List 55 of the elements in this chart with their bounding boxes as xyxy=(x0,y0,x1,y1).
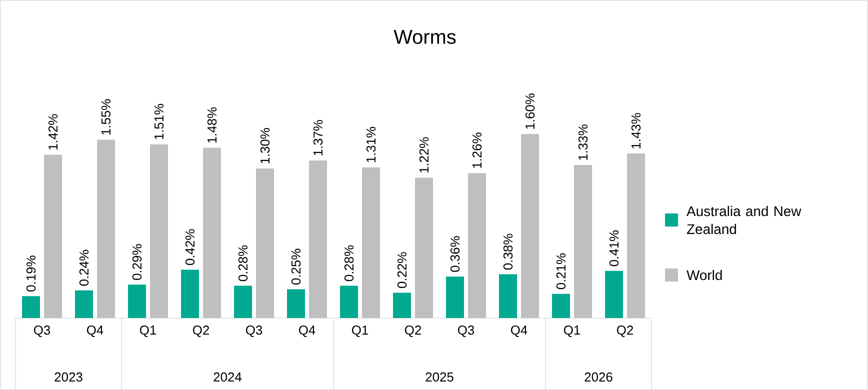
chart-title: Worms xyxy=(394,30,456,44)
data-label: 0.38% xyxy=(503,234,513,270)
data-label: 1.30% xyxy=(260,128,270,164)
data-label: 0.19% xyxy=(26,256,36,292)
data-label: 1.37% xyxy=(313,120,323,156)
text: 2026 xyxy=(584,372,612,382)
data-label: 1.55% xyxy=(101,99,111,135)
data-label: 1.51% xyxy=(154,104,164,140)
data-label: 1.31% xyxy=(366,126,376,162)
text: 2024 xyxy=(214,372,242,382)
x-tick-label: Q1 xyxy=(352,326,368,338)
data-label: 0.22% xyxy=(397,252,407,288)
bar xyxy=(499,274,518,318)
data-label: 0.28% xyxy=(238,245,248,282)
data-label: 1.22% xyxy=(419,137,429,173)
data-label: 0.21% xyxy=(556,253,566,290)
x-tick-label: Q3 xyxy=(246,326,262,338)
data-label: 0.41% xyxy=(609,230,619,266)
bar xyxy=(181,270,200,318)
x-tick-label: Q4 xyxy=(298,326,316,338)
data-label: 1.26% xyxy=(472,132,482,168)
x-tick-label: Q3 xyxy=(458,326,474,338)
data-label: 0.36% xyxy=(450,236,460,272)
legend-label: World xyxy=(686,270,722,280)
data-label: 0.29% xyxy=(132,244,142,280)
bar xyxy=(22,296,40,318)
bar xyxy=(340,286,358,318)
data-label: 1.43% xyxy=(631,113,641,148)
text: 2023 xyxy=(54,372,82,382)
bar xyxy=(128,284,146,318)
data-label: 0.24% xyxy=(79,250,89,286)
legend-label: Australia and New Zealand xyxy=(686,206,802,234)
text: 2025 xyxy=(426,372,454,382)
x-tick-label: Q4 xyxy=(510,326,528,338)
data-label: 1.42% xyxy=(48,114,58,150)
x-tick-label: Q3 xyxy=(34,326,50,338)
bar xyxy=(446,276,464,318)
bar xyxy=(234,286,252,318)
x-tick-label: Q2 xyxy=(192,326,209,338)
x-tick-label: Q2 xyxy=(404,326,421,338)
bar xyxy=(393,292,412,318)
x-tick-label: Q2 xyxy=(616,326,633,338)
data-label: 1.60% xyxy=(525,94,535,129)
data-label: 1.33% xyxy=(578,124,588,160)
data-label: 1.48% xyxy=(207,107,217,143)
x-tick-label: Q4 xyxy=(86,326,104,338)
bar xyxy=(287,289,306,318)
bar xyxy=(605,270,624,318)
bar xyxy=(552,294,570,318)
x-tick-label: Q1 xyxy=(140,326,156,338)
x-tick-label: Q1 xyxy=(564,326,580,338)
data-label: 0.28% xyxy=(344,245,354,282)
data-label: 0.25% xyxy=(291,248,301,285)
bar xyxy=(75,290,93,318)
data-label: 0.42% xyxy=(185,229,195,265)
